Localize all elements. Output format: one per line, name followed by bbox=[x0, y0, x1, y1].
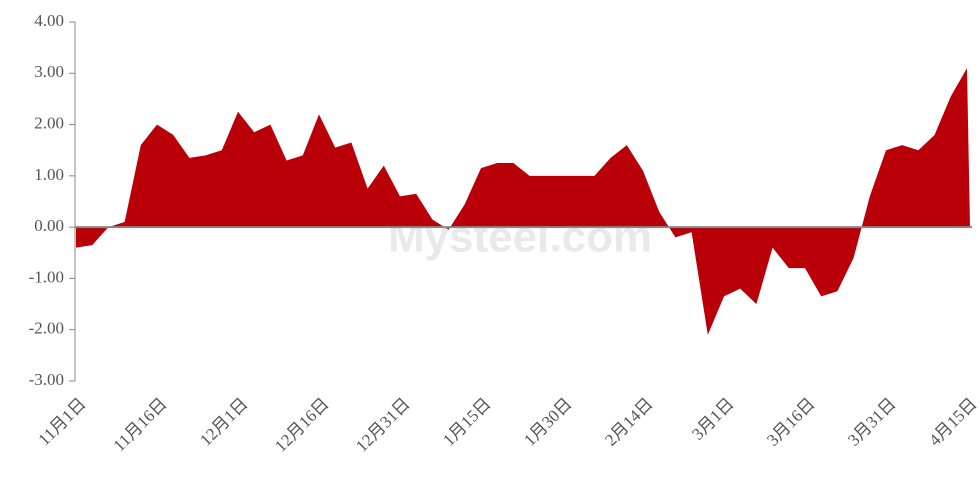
x-tick-label: 3月1日 bbox=[688, 394, 737, 443]
y-tick-label: 1.00 bbox=[34, 165, 64, 184]
area bbox=[76, 68, 970, 335]
x-tick-label: 3月31日 bbox=[844, 394, 900, 450]
y-tick-label: -2.00 bbox=[29, 319, 64, 338]
x-tick-label: 12月16日 bbox=[271, 394, 333, 456]
y-tick-label: 3.00 bbox=[34, 62, 64, 81]
x-tick-label: 12月31日 bbox=[352, 394, 414, 456]
x-tick-label: 12月1日 bbox=[196, 394, 252, 450]
x-tick-label: 1月30日 bbox=[520, 394, 576, 450]
x-tick-label: 2月14日 bbox=[601, 394, 657, 450]
y-tick-label: -3.00 bbox=[29, 370, 64, 389]
x-tick-label: 1月15日 bbox=[439, 394, 495, 450]
y-tick-label: -1.00 bbox=[29, 267, 64, 286]
y-tick-label: 4.00 bbox=[34, 11, 64, 30]
y-tick-label: 2.00 bbox=[34, 113, 64, 132]
x-tick-label: 3月16日 bbox=[763, 394, 819, 450]
y-tick-label: 0.00 bbox=[34, 216, 64, 235]
x-tick-label: 11月16日 bbox=[110, 394, 171, 455]
x-tick-label: 4月15日 bbox=[925, 394, 980, 450]
x-tick-label: 11月1日 bbox=[35, 394, 90, 449]
